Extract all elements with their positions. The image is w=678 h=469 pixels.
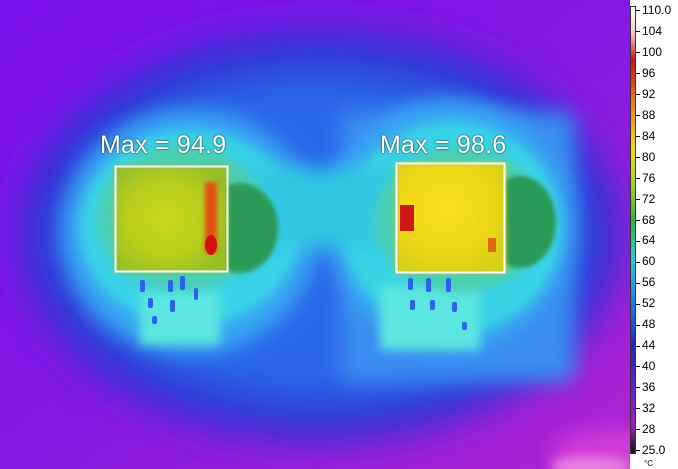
scale-tick-label: 32 xyxy=(636,402,655,414)
left-lower-pad xyxy=(140,290,220,345)
right-chip-heat xyxy=(396,163,506,273)
temperature-scale-bar xyxy=(630,6,636,454)
left-pins xyxy=(140,276,198,324)
scale-tick-label: 36 xyxy=(636,381,655,393)
left-max-box xyxy=(114,165,229,273)
thermal-image-svg xyxy=(0,0,630,469)
scale-tick-label: 40 xyxy=(636,360,655,372)
scale-tick-label: 76 xyxy=(636,172,655,184)
temperature-scale-ticks: 110.0 104 100 96 92 88 84 80 76 72 68 64 60 56 52 48 44 4… xyxy=(636,0,678,469)
left-hotspot-core xyxy=(205,235,217,255)
right-hotspot xyxy=(400,205,414,231)
scale-tick-label: 92 xyxy=(636,88,655,100)
scale-tick-label: 96 xyxy=(636,67,655,79)
scale-tick-label: 25.0 xyxy=(636,444,665,456)
scale-tick-label: 52 xyxy=(636,297,655,309)
scale-tick-label: 28 xyxy=(636,423,655,435)
scale-tick-label: 100 xyxy=(636,46,662,58)
left-hotspot xyxy=(205,182,217,252)
scale-tick-label: 44 xyxy=(636,339,655,351)
scale-tick-label: 48 xyxy=(636,318,655,330)
scale-tick-label: 60 xyxy=(636,255,655,267)
right-max-box xyxy=(395,162,506,274)
scale-tick-label: 64 xyxy=(636,234,655,246)
right-lower-pad xyxy=(380,285,480,350)
thermal-image: Max = 94.9 Max = 98.6 xyxy=(0,0,630,469)
scale-tick-label: 68 xyxy=(636,214,655,226)
right-max-label: Max = 98.6 xyxy=(380,131,507,159)
scale-tick-label: 80 xyxy=(636,151,655,163)
scale-tick-label: 84 xyxy=(636,130,655,142)
scale-tick-label: 56 xyxy=(636,276,655,288)
right-small-hotspot xyxy=(488,238,496,252)
temperature-unit: °C xyxy=(644,459,653,468)
scale-tick-label: 88 xyxy=(636,109,655,121)
right-pins xyxy=(408,278,467,330)
scale-tick-label: 104 xyxy=(636,25,662,37)
warm-corner-tip xyxy=(550,456,630,469)
scale-tick-label: 72 xyxy=(636,193,655,205)
left-max-label: Max = 94.9 xyxy=(100,131,227,159)
scale-tick-label: 110.0 xyxy=(636,4,671,16)
